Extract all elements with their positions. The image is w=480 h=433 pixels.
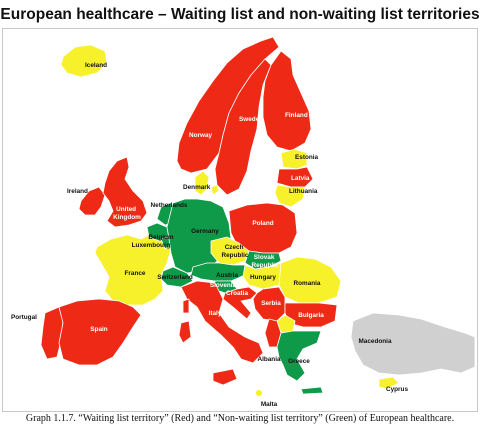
region-slovak-republic <box>244 250 282 270</box>
region-turkey <box>350 312 476 376</box>
region-estonia <box>280 148 308 170</box>
country-label: Sweden <box>239 116 263 123</box>
country-label: Netherlands <box>151 202 188 209</box>
country-label: Poland <box>252 220 273 227</box>
country-label: Slovak Republic <box>252 254 279 269</box>
region-iceland <box>60 44 108 78</box>
country-label: Czech Republic <box>222 244 249 259</box>
figure-caption: Graph 1.1.7. “Waiting list territory” (R… <box>25 413 455 424</box>
country-label: Iceland <box>85 62 107 69</box>
country-label: Latvia <box>291 175 310 182</box>
country-label: Spain <box>90 326 107 333</box>
country-label: Malta <box>261 401 278 408</box>
region-switzerland <box>160 266 194 288</box>
country-label: Portugal <box>11 314 37 321</box>
country-label: Norway <box>189 132 213 139</box>
country-label: Estonia <box>295 154 319 161</box>
country-label: Cyprus <box>386 386 408 393</box>
region-spain <box>58 298 142 366</box>
country-label: Serbia <box>261 300 281 307</box>
country-label: Lithuania <box>289 188 318 195</box>
country-label: Germany <box>191 228 219 235</box>
slovak-label-line-2: Republic <box>252 262 279 269</box>
region-malta <box>255 389 263 397</box>
map-title: European healthcare – Waiting list and n… <box>0 6 480 23</box>
region-united-kingdom <box>102 156 148 228</box>
uk-label-line-1: United <box>116 206 136 213</box>
region-sweden <box>214 58 272 196</box>
slovak-label-line-1: Slovak <box>254 254 275 261</box>
country-label: Albania <box>257 356 281 363</box>
uk-label-line-2: Kingdom <box>113 214 141 221</box>
country-label: Croatia <box>226 290 248 297</box>
czech-label-line-2: Republic <box>222 252 249 259</box>
region-croatia <box>222 286 258 320</box>
region-greece <box>276 330 322 382</box>
country-label: Belgium <box>148 234 174 241</box>
region-czech-republic <box>210 236 250 266</box>
country-label: France <box>125 270 146 277</box>
country-label: Switzerland <box>157 274 193 281</box>
country-label: Bulgaria <box>298 312 324 319</box>
country-label: Luxembourg <box>132 242 171 249</box>
europe-map: Iceland Norway Sweden Finland Estonia La… <box>11 36 476 408</box>
country-label: Finland <box>285 112 308 119</box>
region-denmark <box>194 170 210 196</box>
country-label: Slovenia <box>210 282 237 289</box>
region-france <box>94 232 172 306</box>
country-label: Greece <box>288 358 310 365</box>
country-label: United Kingdom <box>113 206 141 221</box>
czech-label-line-1: Czech <box>225 244 244 251</box>
region-ireland <box>78 186 106 216</box>
region-lithuania <box>274 184 306 208</box>
country-label: Denmark <box>183 184 211 191</box>
map-frame: Iceland Norway Sweden Finland Estonia La… <box>2 28 478 412</box>
region-portugal <box>40 306 64 360</box>
country-label: Macedonia <box>358 338 391 345</box>
region-italy <box>180 280 264 364</box>
region-cyprus <box>378 376 400 390</box>
country-label: Austria <box>216 272 238 279</box>
region-norway <box>176 36 280 174</box>
country-label: Hungary <box>250 274 276 281</box>
country-label: Romania <box>294 280 321 287</box>
region-finland <box>262 50 312 152</box>
region-serbia <box>252 286 286 322</box>
country-label: Ireland <box>67 188 88 195</box>
region-latvia <box>276 166 314 188</box>
country-label: Italy <box>209 310 222 317</box>
